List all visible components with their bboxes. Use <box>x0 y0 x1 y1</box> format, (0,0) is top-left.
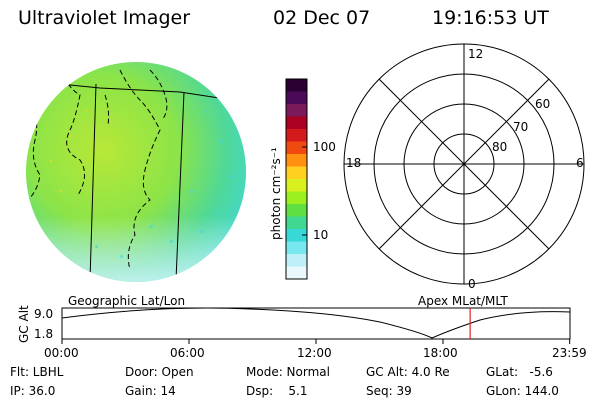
timeline-ylabel: GC Alt <box>17 305 31 343</box>
polar-lat-70: 70 <box>513 120 529 134</box>
colorbar-unit-label: photon cm⁻²s⁻¹ <box>269 147 283 240</box>
colorbar <box>285 78 308 280</box>
timeline-xtick-3: 18:00 <box>423 346 458 360</box>
colorbar-swatch <box>286 216 307 230</box>
colorbar-swatch <box>286 129 307 142</box>
info-glon: GLon: 144.0 <box>486 384 559 398</box>
timeline-xtick-0: 00:00 <box>44 346 79 360</box>
date-label: 02 Dec 07 <box>273 7 371 29</box>
info-glat: GLat: -5.6 <box>486 365 553 379</box>
timeline-xtick-2: 12:00 <box>297 346 332 360</box>
colorbar-swatch <box>286 141 307 155</box>
polar-label-0: 0 <box>468 277 476 291</box>
altitude-curve <box>61 307 571 339</box>
timeline-xtick-1: 06:00 <box>170 346 205 360</box>
colorbar-swatch <box>286 241 307 255</box>
info-dsp: Dsp: 5.1 <box>246 384 308 398</box>
colorbar-swatches <box>286 79 307 280</box>
colorbar-swatch <box>286 154 307 167</box>
colorbar-swatch <box>286 229 307 242</box>
time-label: 19:16:53 UT <box>432 7 549 29</box>
timeline-ymax: 9.0 <box>34 307 54 321</box>
polar-lat-80: 80 <box>492 140 508 154</box>
info-ip: IP: 36.0 <box>10 384 56 398</box>
timeline-xtick-4: 23:59 <box>552 346 587 360</box>
apex-label: Apex MLat/MLT <box>418 294 508 308</box>
polar-label-18: 18 <box>346 156 362 170</box>
timeline-ticks <box>61 339 571 344</box>
info-door: Door: Open <box>125 365 194 379</box>
colorbar-swatch <box>286 91 307 105</box>
colorbar-label-100: 100 <box>313 140 336 154</box>
colorbar-swatch <box>286 191 307 205</box>
colorbar-label-10: 10 <box>313 228 329 242</box>
info-gc-alt: GC Alt: 4.0 Re <box>366 365 450 379</box>
altitude-timeline <box>61 307 571 344</box>
info-mode: Mode: Normal <box>246 365 330 379</box>
polar-plot <box>343 43 585 285</box>
polar-label-6: 6 <box>576 156 584 170</box>
timeline-ymin: 1.8 <box>34 327 54 341</box>
colorbar-frame <box>285 78 308 280</box>
colorbar-swatch <box>286 116 307 130</box>
geographic-label: Geographic Lat/Lon <box>68 294 186 308</box>
colorbar-swatch <box>286 254 307 267</box>
instrument-title: Ultraviolet Imager <box>18 7 191 29</box>
info-seq: Seq: 39 <box>366 384 412 398</box>
colorbar-swatch <box>286 266 307 280</box>
colorbar-swatch <box>286 166 307 180</box>
polar-label-12: 12 <box>468 47 484 61</box>
polar-lat-60: 60 <box>535 97 551 111</box>
info-flt: Flt: LBHL <box>10 365 64 379</box>
colorbar-swatch <box>286 79 307 92</box>
colorbar-swatch <box>286 104 307 117</box>
colorbar-swatch <box>286 204 307 217</box>
colorbar-swatch <box>286 179 307 192</box>
uv-image-disc <box>26 62 246 282</box>
info-gain: Gain: 14 <box>125 384 176 398</box>
